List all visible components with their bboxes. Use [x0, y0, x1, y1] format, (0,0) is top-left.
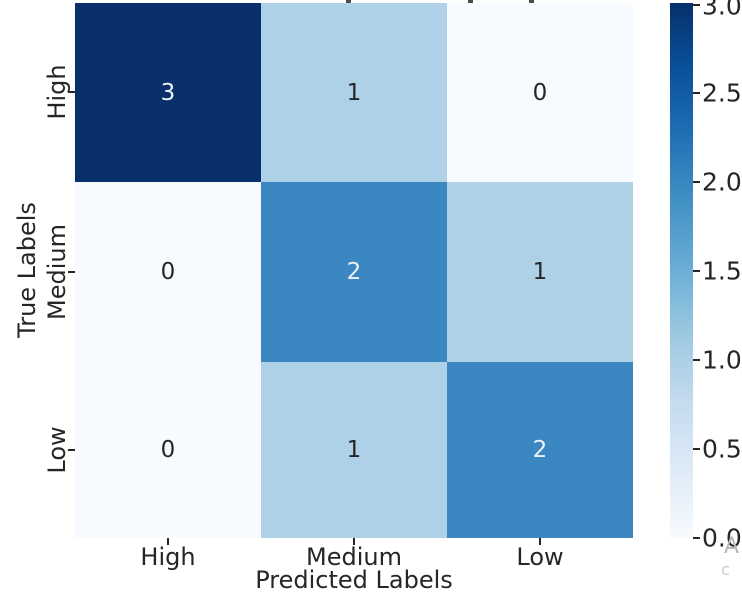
y-tick-label-medium: Medium [43, 224, 71, 320]
x-tick-label-low: Low [516, 543, 564, 571]
y-tick-label-high: High [43, 64, 71, 120]
colorbar [670, 3, 693, 538]
heatmap-cell-low-medium: 1 [261, 362, 447, 538]
clipped-title-fragment [529, 0, 534, 4]
heatmap-cell-medium-high: 0 [75, 182, 261, 362]
y-axis-label: True Labels [13, 202, 41, 338]
colorbar-label-2-5: 2.5 [702, 78, 742, 108]
watermark-fragment: A [724, 534, 740, 559]
heatmap-cell-high-high: 3 [75, 3, 261, 182]
colorbar-tick [693, 270, 700, 272]
colorbar-label-0-5: 0.5 [702, 434, 742, 464]
watermark-fragment: c [721, 560, 730, 579]
clipped-title-fragment [468, 0, 473, 4]
heatmap-cell-high-low: 0 [447, 3, 633, 182]
x-tick-label-high: High [140, 543, 196, 571]
colorbar-tick [693, 4, 700, 6]
y-axis-tick [68, 271, 75, 273]
colorbar-label-1-5: 1.5 [702, 256, 742, 286]
x-axis-tick [167, 538, 169, 545]
colorbar-label-0-0: 0.0 [702, 523, 742, 553]
x-axis-tick [539, 538, 541, 545]
x-axis-tick [353, 538, 355, 545]
colorbar-tick [693, 359, 700, 361]
colorbar-tick [693, 448, 700, 450]
colorbar-label-1-0: 1.0 [702, 345, 742, 375]
heatmap-cell-medium-low: 1 [447, 182, 633, 362]
heatmap-cell-low-low: 2 [447, 362, 633, 538]
x-tick-label-medium: Medium [306, 543, 402, 571]
heatmap-cell-medium-medium: 2 [261, 182, 447, 362]
heatmap-grid: 3 1 0 0 2 1 0 1 2 [75, 3, 633, 538]
heatmap-cell-low-high: 0 [75, 362, 261, 538]
y-axis-tick [68, 91, 75, 93]
colorbar-tick [693, 181, 700, 183]
x-axis-label: Predicted Labels [255, 566, 453, 594]
y-tick-label-low: Low [43, 426, 71, 474]
colorbar-label-3-0: 3.0 [702, 0, 742, 21]
y-axis-tick [68, 449, 75, 451]
clipped-title-fragment [346, 0, 351, 4]
colorbar-tick [693, 537, 700, 539]
colorbar-tick [693, 92, 700, 94]
heatmap-cell-high-medium: 1 [261, 3, 447, 182]
colorbar-label-2-0: 2.0 [702, 167, 742, 197]
